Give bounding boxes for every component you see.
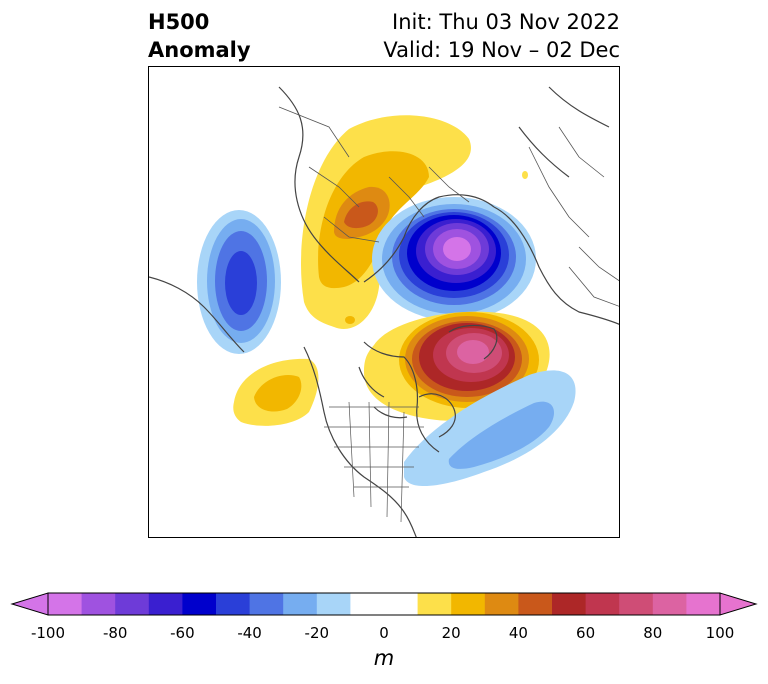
anomaly-pacific-low bbox=[197, 210, 281, 354]
map-canvas bbox=[149, 86, 619, 537]
chart-title-left: H500 Anomaly bbox=[148, 8, 251, 64]
colorbar-tick-label: -60 bbox=[170, 624, 195, 642]
init-time: Init: Thu 03 Nov 2022 bbox=[392, 10, 620, 34]
colorbar-tick-label: 0 bbox=[379, 624, 389, 642]
colorbar-tick-label: -40 bbox=[237, 624, 262, 642]
colorbar-segment bbox=[585, 593, 620, 615]
colorbar-segment bbox=[216, 593, 251, 615]
anomaly-polar-low bbox=[372, 197, 536, 321]
colorbar-segment bbox=[686, 593, 721, 615]
country-borders bbox=[278, 106, 619, 307]
colorbar-segment bbox=[652, 593, 687, 615]
colorbar-extend-low bbox=[10, 592, 49, 616]
colorbar-segment bbox=[283, 593, 318, 615]
title-field: Anomaly bbox=[148, 38, 251, 62]
colorbar-tick-label: -100 bbox=[30, 624, 66, 642]
colorbar-segment bbox=[48, 593, 83, 615]
colorbar-segment bbox=[518, 593, 553, 615]
anomaly-ural-high bbox=[301, 115, 471, 329]
small-positive-spot bbox=[522, 171, 528, 179]
title-variable: H500 bbox=[148, 10, 210, 34]
us-state-borders bbox=[324, 401, 424, 523]
small-positive-spot bbox=[345, 316, 355, 324]
coastlines bbox=[149, 86, 619, 537]
colorbar-segment bbox=[148, 593, 183, 615]
colorbar-segment bbox=[619, 593, 654, 615]
anomaly-map bbox=[148, 66, 620, 538]
anomaly-alaska-high bbox=[233, 358, 319, 426]
colorbar-unit-label: m bbox=[373, 646, 395, 670]
colorbar-segment bbox=[81, 593, 116, 615]
valid-period: Valid: 19 Nov – 02 Dec bbox=[383, 38, 620, 62]
colorbar-segment bbox=[417, 593, 452, 615]
colorbar-segment bbox=[316, 593, 351, 615]
chart-title-right: Init: Thu 03 Nov 2022 Valid: 19 Nov – 02… bbox=[383, 8, 620, 64]
colorbar-tick-label: 60 bbox=[576, 624, 596, 642]
colorbar-tick-label: 100 bbox=[705, 624, 735, 642]
colorbar-segment bbox=[115, 593, 150, 615]
colorbar-tick-label: 80 bbox=[643, 624, 663, 642]
colorbar-outline bbox=[47, 592, 721, 616]
colorbar-segment bbox=[451, 593, 486, 615]
colorbar-segment bbox=[249, 593, 284, 615]
colorbar-tick-label: 20 bbox=[441, 624, 461, 642]
colorbar-segment bbox=[484, 593, 519, 615]
colorbar bbox=[10, 592, 758, 616]
colorbar-tick-label: -20 bbox=[304, 624, 330, 642]
anomaly-atlantic-low bbox=[404, 370, 576, 487]
colorbar-tick-label: 40 bbox=[508, 624, 528, 642]
colorbar-segment bbox=[552, 593, 587, 615]
colorbar-segment bbox=[350, 593, 419, 615]
colorbar-tick-label: -80 bbox=[102, 624, 128, 642]
anomaly-greenland-high bbox=[364, 311, 550, 421]
colorbar-segment bbox=[182, 593, 217, 615]
colorbar-extend-high bbox=[719, 592, 758, 616]
